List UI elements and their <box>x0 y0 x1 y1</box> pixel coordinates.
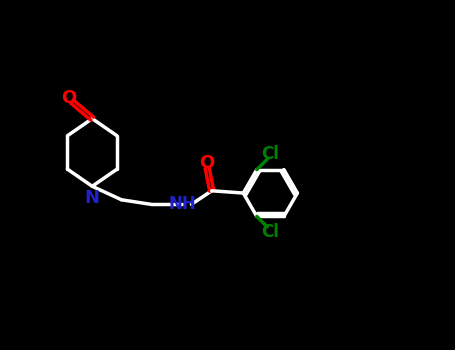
Text: O: O <box>200 154 215 172</box>
Text: N: N <box>85 189 100 206</box>
Text: Cl: Cl <box>262 145 279 163</box>
Text: O: O <box>61 89 76 107</box>
Text: NH: NH <box>168 195 196 213</box>
Text: Cl: Cl <box>262 223 279 241</box>
